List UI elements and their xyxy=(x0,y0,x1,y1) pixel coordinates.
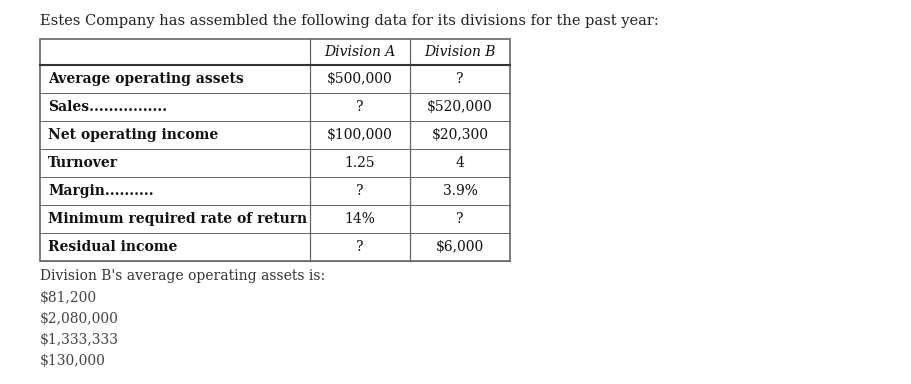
Text: $500,000: $500,000 xyxy=(327,72,393,86)
Text: Margin..........: Margin.......... xyxy=(48,184,154,198)
Text: $1,333,333: $1,333,333 xyxy=(40,333,119,347)
Text: Net operating income: Net operating income xyxy=(48,128,219,142)
Text: Division B: Division B xyxy=(425,45,496,59)
Text: 3.9%: 3.9% xyxy=(443,184,477,198)
Text: Division B's average operating assets is:: Division B's average operating assets is… xyxy=(40,269,325,283)
Text: Minimum required rate of return: Minimum required rate of return xyxy=(48,212,307,226)
Text: ?: ? xyxy=(356,184,363,198)
Text: 14%: 14% xyxy=(344,212,375,226)
Text: Turnover: Turnover xyxy=(48,156,118,170)
Text: Average operating assets: Average operating assets xyxy=(48,72,244,86)
Text: Sales................: Sales................ xyxy=(48,100,167,114)
Bar xyxy=(40,39,510,261)
Text: $130,000: $130,000 xyxy=(40,354,106,368)
Text: $100,000: $100,000 xyxy=(327,128,393,142)
Text: $6,000: $6,000 xyxy=(435,240,484,254)
Text: $2,080,000: $2,080,000 xyxy=(40,312,118,326)
Text: ?: ? xyxy=(456,72,464,86)
Text: 4: 4 xyxy=(456,156,465,170)
Text: Division A: Division A xyxy=(324,45,395,59)
Text: $520,000: $520,000 xyxy=(427,100,493,114)
Text: ?: ? xyxy=(456,212,464,226)
Text: ?: ? xyxy=(356,100,363,114)
Text: 1.25: 1.25 xyxy=(344,156,375,170)
Text: Residual income: Residual income xyxy=(48,240,178,254)
Text: $20,300: $20,300 xyxy=(432,128,488,142)
Text: $81,200: $81,200 xyxy=(40,291,97,305)
Text: ?: ? xyxy=(356,240,363,254)
Text: Estes Company has assembled the following data for its divisions for the past ye: Estes Company has assembled the followin… xyxy=(40,14,659,28)
